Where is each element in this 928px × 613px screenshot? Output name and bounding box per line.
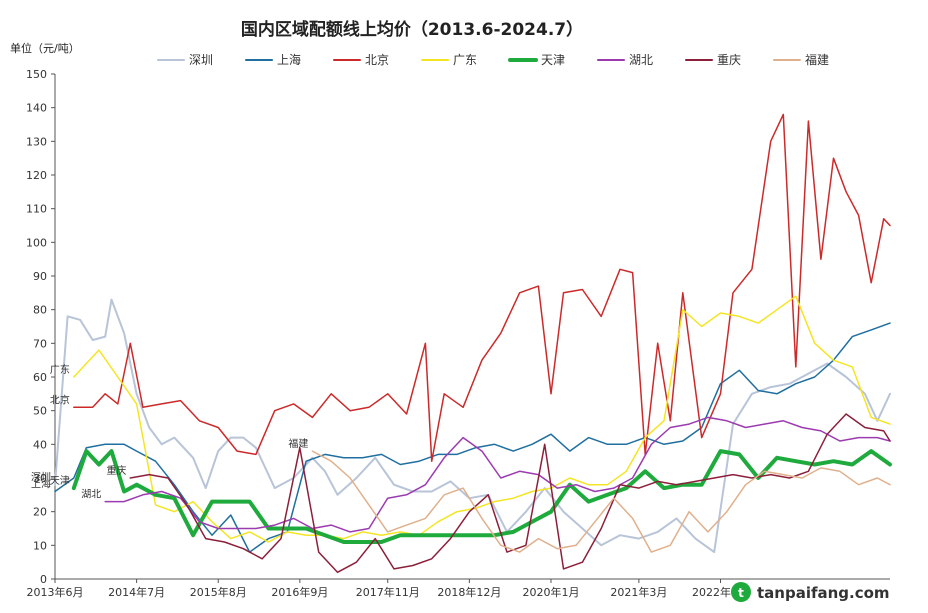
y-tick-label: 140 [26, 102, 47, 115]
watermark-text: tanpaifang.com [757, 584, 890, 602]
series-inline-label: 深圳 [31, 472, 51, 484]
watermark-logo-glyph: t [738, 586, 744, 600]
chart-title: 国内区域配额线上均价（2013.6-2024.7） [241, 19, 583, 40]
y-axis: 0 10 20 30 40 50 60 70 80 90 100 110 120 130 140 150 [26, 68, 56, 586]
series-inline-label: 上海 [31, 477, 51, 490]
series-inline-label: 湖北 [81, 489, 101, 501]
legend-label: 深圳 [189, 53, 213, 67]
x-tick-label: 2015年8月 [190, 585, 247, 599]
y-tick-label: 110 [26, 203, 47, 216]
x-axis: 2013年6月 2014年7月 2015年8月 2016年9月 2017年11月 2018… [27, 578, 890, 599]
series-line-7 [311, 450, 891, 553]
series-line-2 [73, 113, 891, 462]
x-tick-label: 2014年7月 [108, 585, 165, 599]
legend-label: 北京 [365, 53, 389, 67]
y-tick-label: 0 [40, 573, 47, 586]
series-layer [54, 113, 892, 574]
x-tick-label: 2016年9月 [271, 585, 328, 599]
watermark-logo-icon [731, 582, 751, 602]
series-inline-label: 北京 [50, 393, 70, 406]
series-line-5 [104, 416, 891, 533]
series-line-6 [129, 413, 891, 574]
y-axis-label: 单位（元/吨） [10, 41, 80, 55]
y-tick-label: 30 [33, 472, 47, 485]
series-inline-label: 重庆 [106, 464, 126, 477]
y-tick-label: 20 [33, 506, 47, 519]
x-tick-label: 2020年1月 [522, 585, 579, 599]
legend-label: 重庆 [717, 53, 741, 67]
series-line-4 [71, 449, 892, 544]
series-inline-label: 福建 [288, 437, 308, 450]
y-tick-label: 130 [26, 135, 47, 148]
legend-label: 广东 [453, 53, 477, 67]
series-line-1 [54, 322, 891, 553]
x-tick-label: 2017年11月 [356, 585, 420, 599]
legend: 深圳 上海 北京 广东 天津 湖北 重庆 福建 [157, 52, 829, 67]
y-tick-label: 150 [26, 68, 47, 81]
y-tick-label: 80 [33, 304, 47, 317]
legend-label: 天津 [541, 53, 565, 67]
y-tick-label: 90 [33, 270, 47, 283]
y-tick-label: 50 [33, 405, 47, 418]
series-line-0 [54, 298, 891, 554]
watermark: t tanpaifang.com [731, 582, 890, 602]
y-tick-label: 70 [33, 337, 47, 350]
y-tick-label: 10 [33, 539, 47, 552]
series-inline-label: 天津 [50, 475, 70, 487]
y-tick-label: 60 [33, 371, 47, 384]
series-inline-label: 广东 [50, 363, 70, 376]
series-line-3 [73, 295, 891, 543]
x-tick-label: 2018年12月 [437, 585, 501, 599]
y-tick-label: 40 [33, 438, 47, 451]
legend-label: 湖北 [629, 52, 653, 67]
legend-label: 上海 [277, 52, 301, 67]
x-tick-label: 2013年6月 [27, 585, 84, 599]
x-tick-label: 2021年3月 [610, 585, 667, 599]
legend-label: 福建 [805, 52, 829, 67]
y-tick-label: 120 [26, 169, 47, 182]
y-tick-label: 100 [26, 236, 47, 249]
